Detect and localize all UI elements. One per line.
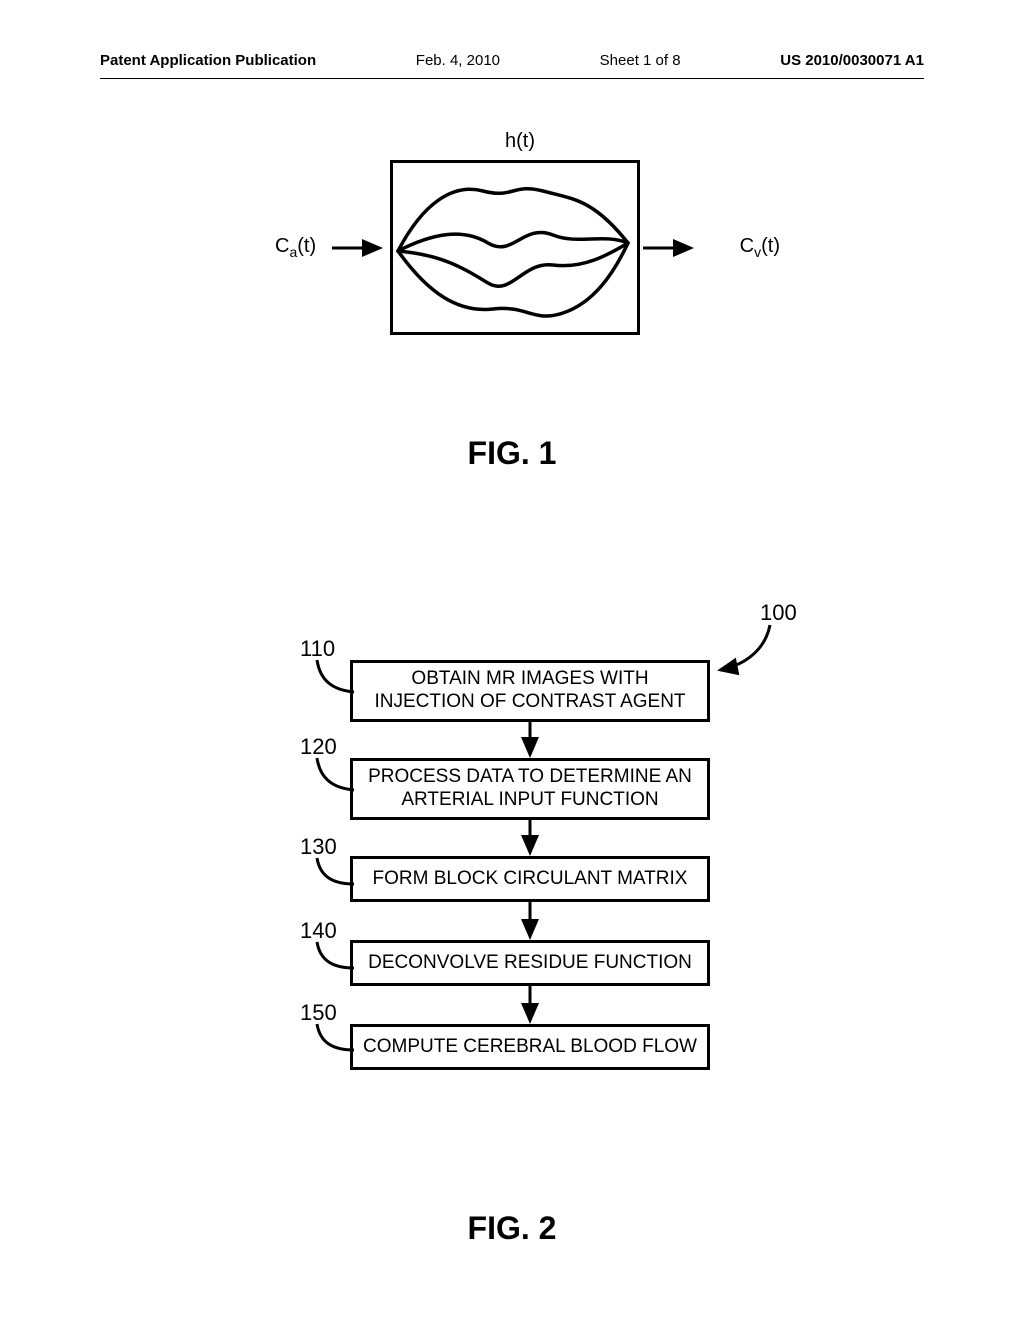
publication-number: US 2010/0030071 A1 (780, 52, 924, 69)
publication-label: Patent Application Publication (100, 52, 316, 69)
flow-step-140: DECONVOLVE RESIDUE FUNCTION (350, 940, 710, 986)
fig1-left-label: Ca(t) (275, 235, 316, 260)
figure-2-flowchart: 100 OBTAIN MR IMAGES WITH INJECTION OF C… (220, 600, 820, 1140)
flow-step-150: COMPUTE CEREBRAL BLOOD FLOW (350, 1024, 710, 1070)
fig1-tissue-box (390, 160, 640, 335)
sheet-number: Sheet 1 of 8 (600, 52, 681, 69)
publication-date: Feb. 4, 2010 (416, 52, 500, 69)
fig1-caption: FIG. 1 (468, 435, 557, 472)
fig1-top-label: h(t) (505, 130, 535, 153)
flow-arrow-2 (524, 820, 536, 858)
flow-step-130-text: FORM BLOCK CIRCULANT MATRIX (373, 868, 688, 891)
ref-100-leader (710, 620, 790, 680)
figure-1: h(t) Ca(t) (260, 130, 780, 430)
flow-step-110: OBTAIN MR IMAGES WITH INJECTION OF CONTR… (350, 660, 710, 722)
ref-140: 140 (300, 918, 337, 944)
flow-step-140-text: DECONVOLVE RESIDUE FUNCTION (368, 952, 692, 975)
flow-arrow-3 (524, 902, 536, 942)
flow-arrow-1 (524, 722, 536, 760)
ref-120: 120 (300, 734, 337, 760)
ref-110: 110 (300, 636, 335, 662)
flow-step-120-text: PROCESS DATA TO DETERMINE AN ARTERIAL IN… (361, 766, 699, 812)
flow-step-130: FORM BLOCK CIRCULANT MATRIX (350, 856, 710, 902)
ref-130: 130 (300, 834, 337, 860)
page-header: Patent Application Publication Feb. 4, 2… (100, 52, 924, 69)
flow-arrow-4 (524, 986, 536, 1026)
flow-step-150-text: COMPUTE CEREBRAL BLOOD FLOW (363, 1036, 697, 1059)
ref-100: 100 (760, 600, 797, 626)
fig1-right-arrow (643, 238, 703, 258)
ref-150: 150 (300, 1000, 337, 1026)
flow-step-110-text: OBTAIN MR IMAGES WITH INJECTION OF CONTR… (361, 668, 699, 714)
flow-step-120: PROCESS DATA TO DETERMINE AN ARTERIAL IN… (350, 758, 710, 820)
fig1-right-label: Cv(t) (740, 235, 780, 260)
fig2-caption: FIG. 2 (468, 1210, 557, 1247)
header-rule (100, 78, 924, 79)
fig1-vasculature-icon (393, 163, 637, 332)
fig1-left-arrow (332, 238, 392, 258)
